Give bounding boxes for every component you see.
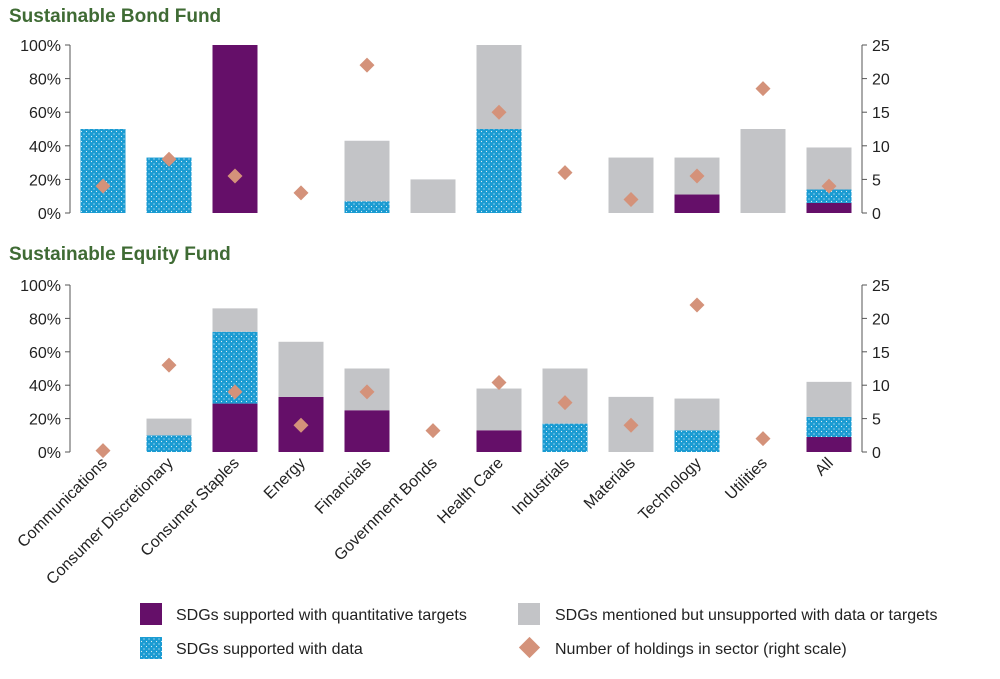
category-label: Consumer Discretionary bbox=[43, 455, 176, 588]
holdings-marker bbox=[161, 357, 177, 373]
right-tick-label: 0 bbox=[872, 445, 881, 462]
bar-segment-mentioned bbox=[806, 381, 852, 417]
holdings-marker bbox=[755, 81, 771, 97]
holdings-marker bbox=[491, 104, 507, 120]
legend-swatch-quant bbox=[140, 603, 162, 625]
bar-segment-mentioned bbox=[146, 418, 192, 436]
bar-segment-quant bbox=[212, 45, 258, 213]
left-tick-label: 100% bbox=[20, 278, 61, 295]
holdings-marker bbox=[161, 151, 177, 167]
bond-fund-panel: 0% 20% 40% 60% 80% 100% 0 5 10 15 20 25 bbox=[20, 38, 890, 223]
right-tick-label: 20 bbox=[872, 72, 890, 89]
bar-segment-mentioned bbox=[410, 179, 456, 213]
left-tick-label: 20% bbox=[29, 172, 61, 189]
right-tick-label: 25 bbox=[872, 38, 890, 55]
left-tick-label: 60% bbox=[29, 345, 61, 362]
equity-fund-panel: 0% 20% 40% 60% 80% 100% 0 5 10 15 20 25 bbox=[20, 278, 890, 462]
holdings-marker bbox=[95, 443, 111, 459]
category-label: Materials bbox=[581, 455, 639, 513]
category-label: Technology bbox=[636, 455, 705, 524]
left-tick-label: 40% bbox=[29, 139, 61, 156]
bar-segment-quant bbox=[344, 410, 390, 452]
chart-title-bond: Sustainable Bond Fund bbox=[9, 6, 221, 27]
category-label: Health Care bbox=[434, 455, 506, 527]
holdings-marker bbox=[491, 375, 507, 391]
bar-segment-quant bbox=[806, 202, 852, 213]
right-tick-label: 10 bbox=[872, 378, 890, 395]
legend-label-holdings: Number of holdings in sector (right scal… bbox=[555, 641, 847, 658]
category-label: Energy bbox=[261, 455, 309, 503]
legend-label-mentioned: SDGs mentioned but unsupported with data… bbox=[555, 607, 937, 624]
left-tick-label: 0% bbox=[38, 206, 61, 223]
bar-segment-mentioned bbox=[674, 398, 720, 431]
bar-segment-quant bbox=[674, 194, 720, 213]
holdings-marker bbox=[755, 431, 771, 447]
bar-segment-mentioned bbox=[344, 140, 390, 202]
right-tick-label: 0 bbox=[872, 206, 881, 223]
holdings-marker bbox=[227, 168, 243, 184]
holdings-marker bbox=[293, 417, 309, 433]
bar-segment-data bbox=[806, 416, 852, 437]
left-tick-label: 60% bbox=[29, 105, 61, 122]
holdings-marker bbox=[359, 384, 375, 400]
bar-segment-data bbox=[344, 201, 390, 213]
right-tick-label: 20 bbox=[872, 311, 890, 328]
bar-segment-mentioned bbox=[278, 341, 324, 397]
left-tick-label: 0% bbox=[38, 445, 61, 462]
bar-segment-mentioned bbox=[740, 129, 786, 213]
holdings-marker bbox=[821, 178, 837, 194]
holdings-marker bbox=[623, 192, 639, 208]
bar-segment-data bbox=[674, 430, 720, 452]
legend-label-quant: SDGs supported with quantitative targets bbox=[176, 607, 467, 624]
bar-segment-data bbox=[542, 423, 588, 452]
left-tick-label: 80% bbox=[29, 72, 61, 89]
holdings-marker bbox=[623, 417, 639, 433]
chart-title-equity: Sustainable Equity Fund bbox=[9, 244, 231, 265]
holdings-marker bbox=[359, 57, 375, 73]
left-tick-label: 80% bbox=[29, 311, 61, 328]
holdings-marker bbox=[425, 423, 441, 439]
right-tick-label: 15 bbox=[872, 345, 890, 362]
left-tick-label: 20% bbox=[29, 412, 61, 429]
bar-segment-data bbox=[80, 129, 126, 213]
legend-marker-holdings bbox=[518, 636, 541, 659]
category-label: Utilities bbox=[722, 455, 770, 503]
bar-segment-data bbox=[146, 157, 192, 213]
legend-swatch-mentioned bbox=[518, 603, 540, 625]
category-label: Financials bbox=[312, 455, 375, 518]
holdings-marker bbox=[293, 185, 309, 201]
category-label: Industrials bbox=[509, 455, 573, 519]
right-tick-label: 15 bbox=[872, 105, 890, 122]
right-tick-label: 5 bbox=[872, 412, 881, 429]
legend: SDGs supported with quantitative targets… bbox=[140, 603, 937, 659]
bar-segment-quant bbox=[476, 430, 522, 452]
bar-segment-quant bbox=[806, 436, 852, 452]
left-tick-label: 40% bbox=[29, 378, 61, 395]
bar-segment-data bbox=[476, 129, 522, 213]
left-tick-label: 100% bbox=[20, 38, 61, 55]
legend-swatch-data bbox=[140, 637, 162, 659]
right-tick-label: 25 bbox=[872, 278, 890, 295]
holdings-marker bbox=[95, 178, 111, 194]
legend-label-data: SDGs supported with data bbox=[176, 641, 363, 658]
holdings-marker bbox=[227, 384, 243, 400]
holdings-marker bbox=[557, 395, 573, 411]
right-tick-label: 10 bbox=[872, 139, 890, 156]
bar-segment-mentioned bbox=[212, 308, 258, 332]
bar-segment-quant bbox=[212, 403, 258, 452]
bar-segment-data bbox=[806, 189, 852, 203]
holdings-marker bbox=[689, 297, 705, 313]
right-tick-label: 5 bbox=[872, 172, 881, 189]
holdings-marker bbox=[689, 168, 705, 184]
category-label: All bbox=[812, 455, 837, 480]
holdings-marker bbox=[557, 165, 573, 181]
bar-segment-data bbox=[146, 435, 192, 452]
bar-segment-mentioned bbox=[476, 388, 522, 431]
